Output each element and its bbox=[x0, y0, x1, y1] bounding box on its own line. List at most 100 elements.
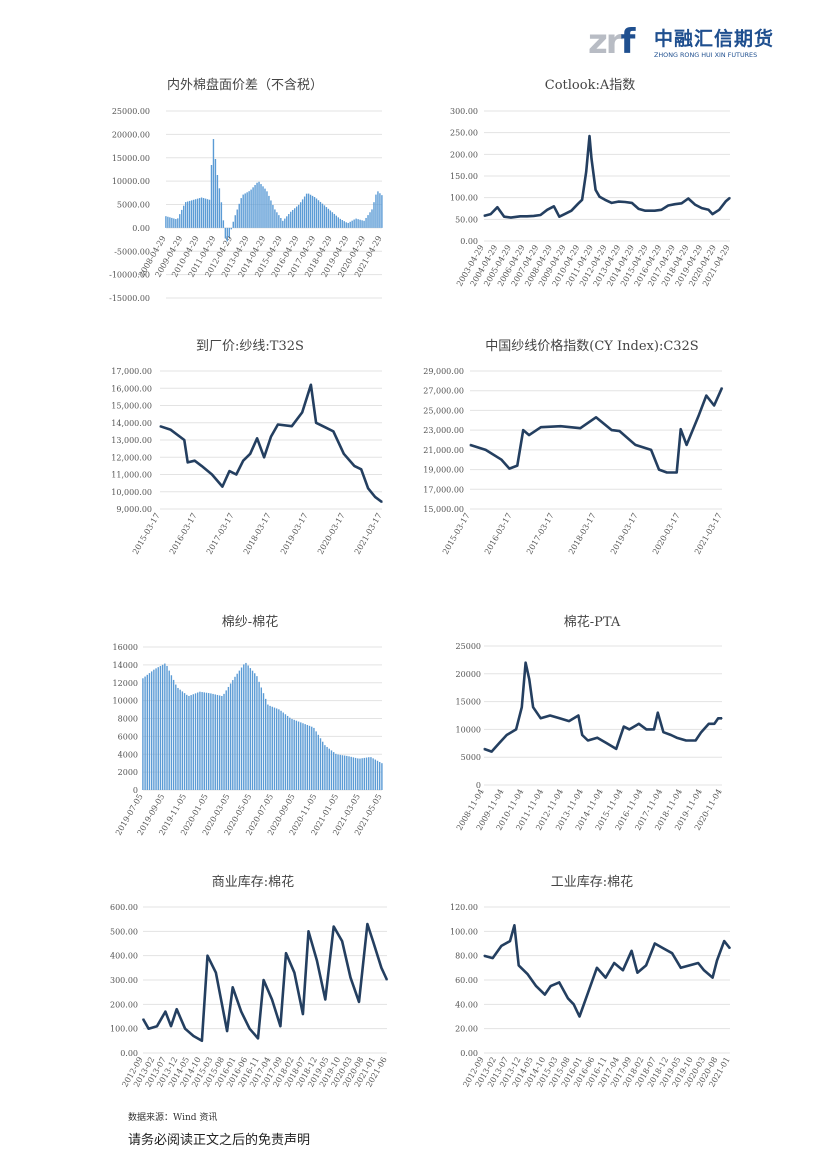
c5-bar bbox=[269, 705, 271, 790]
c2-point bbox=[694, 204, 696, 206]
c3-point bbox=[211, 473, 213, 476]
c1-bar bbox=[228, 227, 231, 237]
c4-point bbox=[469, 444, 471, 446]
c8-point bbox=[604, 976, 607, 979]
c5-bar bbox=[142, 678, 144, 790]
c2-point bbox=[503, 216, 505, 218]
c1-bar bbox=[379, 193, 381, 228]
c2-point bbox=[558, 216, 560, 218]
c5-bar bbox=[236, 673, 238, 790]
c4-point bbox=[595, 416, 597, 418]
c1-bar bbox=[369, 212, 371, 228]
c2-point bbox=[681, 202, 683, 204]
c8-point bbox=[513, 924, 515, 926]
c8-point bbox=[622, 969, 624, 971]
c2-point bbox=[533, 215, 535, 217]
c5-bar bbox=[144, 676, 146, 790]
c4-point bbox=[697, 415, 699, 417]
c1-bar bbox=[353, 219, 355, 228]
c4-title: 中国纱线价格指数(CY Index):C32S bbox=[485, 338, 698, 354]
c1-bar bbox=[377, 191, 379, 228]
c1-bar bbox=[282, 220, 284, 228]
c5-bar bbox=[359, 758, 361, 790]
c3-x-tick-label: 2015-03-17 bbox=[131, 512, 162, 556]
c2-series-line bbox=[483, 134, 731, 219]
c2-point bbox=[594, 189, 597, 191]
c5-bar bbox=[361, 758, 363, 790]
c7-point bbox=[142, 1018, 144, 1020]
c1-bar bbox=[177, 218, 179, 228]
c1-bar bbox=[297, 204, 300, 228]
c1-bar bbox=[194, 199, 197, 228]
c8-y-tick-label: 80.00 bbox=[455, 952, 478, 961]
c1-bar bbox=[367, 215, 369, 228]
c4-point bbox=[579, 427, 581, 429]
c1-bar bbox=[323, 205, 326, 228]
c2-point bbox=[490, 213, 492, 215]
c7-point bbox=[226, 1030, 228, 1032]
c3-point bbox=[183, 439, 185, 441]
c3-point bbox=[228, 470, 230, 472]
c5-bar bbox=[376, 760, 379, 790]
disclaimer-note: 请务必阅读正文之后的免责声明 bbox=[128, 1133, 311, 1148]
c4-x-tick-label: 2015-03-17 bbox=[441, 512, 472, 556]
c5-bar bbox=[166, 665, 168, 790]
c2-point bbox=[644, 210, 646, 212]
c1-bar bbox=[305, 193, 308, 228]
c1-bar bbox=[266, 191, 268, 228]
c2-point bbox=[674, 203, 676, 205]
c5-bar bbox=[159, 665, 162, 790]
c2-point bbox=[707, 209, 710, 211]
c1-bar bbox=[250, 189, 252, 228]
c1-bar bbox=[313, 197, 316, 228]
c4-y-tick-label: 23,000.00 bbox=[423, 426, 464, 435]
c6-point bbox=[587, 739, 589, 742]
c6-point bbox=[700, 731, 702, 733]
c3-y-tick-label: 14,000.00 bbox=[111, 419, 152, 428]
c6-chart: 棉花-PTA25000200001500010000500002008-11-0… bbox=[455, 614, 724, 832]
c1-bar bbox=[264, 188, 266, 228]
c5-bar bbox=[324, 745, 326, 790]
c1-bar bbox=[355, 218, 357, 228]
c5-bar bbox=[302, 723, 304, 790]
c5-bar bbox=[335, 753, 337, 790]
c2-point bbox=[577, 203, 579, 205]
c2-point bbox=[725, 200, 727, 202]
c7-point bbox=[257, 1037, 259, 1039]
c5-bar bbox=[260, 687, 263, 790]
c8-point bbox=[703, 969, 705, 971]
c5-bar bbox=[286, 715, 289, 790]
c1-bar bbox=[260, 184, 262, 228]
c2-point bbox=[519, 215, 521, 217]
c6-point bbox=[676, 737, 678, 739]
c6-point bbox=[628, 728, 631, 731]
c4-point bbox=[713, 404, 715, 407]
c1-bar bbox=[331, 212, 334, 228]
c1-bar bbox=[319, 201, 322, 228]
c1-bar bbox=[284, 218, 286, 228]
c3-point bbox=[169, 429, 172, 431]
c3-point bbox=[256, 437, 258, 439]
c8-point bbox=[549, 985, 552, 987]
c5-bar bbox=[271, 706, 273, 790]
c6-y-tick-label: 0 bbox=[476, 781, 481, 790]
c7-point bbox=[248, 1028, 251, 1030]
c5-bar bbox=[177, 687, 179, 790]
c1-bar bbox=[165, 216, 167, 228]
c5-bar bbox=[293, 719, 295, 790]
c2-point bbox=[711, 213, 714, 215]
logo-chinese-name: 中融汇信期货 bbox=[654, 28, 775, 50]
c1-bar bbox=[204, 198, 207, 228]
c1-bar bbox=[357, 219, 359, 228]
c8-point bbox=[509, 940, 511, 942]
c5-bar bbox=[370, 757, 372, 790]
c4-point bbox=[500, 459, 503, 461]
c8-point bbox=[631, 950, 633, 952]
c2-y-tick-label: 300.00 bbox=[450, 107, 478, 116]
c5-bar bbox=[278, 709, 280, 790]
c2-point bbox=[590, 158, 593, 160]
c1-bar bbox=[252, 187, 254, 228]
c7-point bbox=[262, 979, 265, 981]
c2-point bbox=[526, 215, 528, 217]
c2-point bbox=[599, 196, 601, 198]
